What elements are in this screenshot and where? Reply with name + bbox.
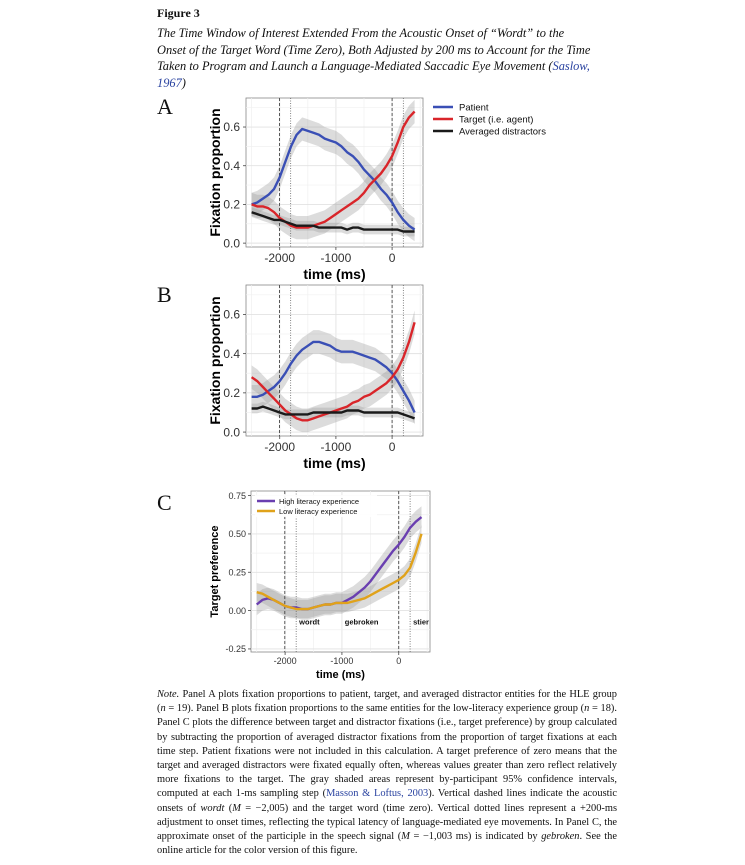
series-line-patient — [251, 340, 416, 414]
figure-title: The Time Window of Interest Extended Fro… — [157, 25, 592, 91]
panel-letter-a: A — [157, 94, 173, 119]
chart-panel-a: -2000 -1000 0 0.0 0.2 0.4 0.6 time (ms) Fixation… — [207, 97, 546, 282]
note-label: Note. — [157, 689, 180, 700]
x-tick-label: -2000 — [264, 251, 295, 265]
series-line-low-literacy-experience — [256, 533, 423, 611]
figure-title-citation-link[interactable]: Saslow, 1967 — [157, 59, 590, 90]
y-tick-label: 0.6 — [223, 308, 240, 322]
y-axis-title: Target preference — [209, 525, 221, 617]
y-tick-label: 0.4 — [223, 159, 240, 173]
figure-note: Note. Panel A plots fixation proportions… — [157, 688, 617, 858]
chart-panel-c: wordt gebroken stier -2000 -1000 0 -0.25 0.00 0.… — [209, 490, 431, 681]
note-n: n — [160, 703, 166, 715]
note-n: n — [584, 703, 590, 715]
charts-canvas: -2000 -1000 0 0.0 0.2 0.4 0.6 time (ms) Fixation… — [207, 97, 546, 681]
figure-title-end: ) — [181, 75, 186, 90]
annotation-label: stier — [413, 617, 429, 626]
legend-label: Target (i.e. agent) — [459, 115, 533, 126]
y-tick-label: 0.0 — [223, 425, 240, 439]
y-axis-title: Fixation proportion — [207, 296, 223, 424]
y-tick-label: 0.4 — [223, 347, 240, 361]
chart-panel-b: -2000 -1000 0 0.0 0.2 0.4 0.6 time (ms) Fixation… — [207, 284, 424, 471]
y-tick-label: 0.6 — [223, 120, 240, 134]
x-axis-title: time (ms) — [316, 669, 365, 681]
note-text: = 18). Panel C plots the difference betw… — [157, 703, 617, 800]
x-tick-label: 0 — [389, 440, 396, 454]
figure-title-text: The Time Window of Interest Extended Fro… — [157, 26, 591, 74]
y-tick-label: -0.25 — [225, 644, 246, 654]
note-citation-link[interactable]: Masson & Loftus, 2003 — [326, 788, 429, 800]
x-tick-label: -1000 — [321, 251, 352, 265]
x-tick-label: -2000 — [264, 440, 295, 454]
ci-band-patient — [251, 117, 415, 242]
series-line-averaged-distractors — [251, 405, 416, 420]
note-m: M — [401, 831, 410, 843]
annotation-label: wordt — [298, 617, 320, 626]
x-axis-title: time (ms) — [303, 455, 365, 471]
note-text: ( — [224, 802, 233, 814]
y-tick-label: 0.2 — [223, 386, 240, 400]
note-text: Panel A plots fixation proportions to pa… — [157, 689, 617, 715]
y-tick-label: 0.25 — [228, 567, 246, 577]
ci-band-target-i-e-agent- — [251, 99, 415, 240]
note-text: ). Vertical dashed lines indicate the ac… — [157, 788, 617, 814]
x-tick-label: -2000 — [274, 656, 297, 666]
note-text: = −2,005) and the target word (time zero… — [157, 802, 618, 843]
y-tick-label: 0.00 — [228, 606, 246, 616]
note-text: . See the online article for the color v… — [157, 831, 617, 857]
ci-band-low-literacy-experience — [256, 524, 422, 619]
note-m: M — [232, 802, 241, 814]
note-wordt: wordt — [200, 802, 225, 814]
y-tick-label: 0.0 — [223, 236, 240, 250]
panel-letter-b: B — [157, 282, 172, 307]
annotation-label: gebroken — [345, 617, 379, 626]
legend-label: Patient — [459, 103, 489, 114]
y-tick-label: 0.2 — [223, 198, 240, 212]
legend-label: Low literacy experience — [279, 507, 357, 516]
y-tick-label: 0.75 — [228, 491, 246, 501]
note-text: = −1,003 ms) is indicated by — [409, 831, 542, 843]
x-tick-label: -1000 — [321, 440, 352, 454]
figure-label: Figure 3 — [157, 6, 200, 20]
series-line-averaged-distractors — [251, 211, 415, 233]
x-tick-label: 0 — [389, 251, 396, 265]
ci-band-patient — [251, 330, 415, 425]
y-axis-title: Fixation proportion — [207, 108, 223, 236]
plot-area — [250, 490, 431, 653]
ci-band-target-i-e-agent- — [251, 310, 415, 433]
legend-label: Averaged distractors — [459, 127, 546, 138]
panel-letter-c: C — [157, 490, 172, 515]
x-tick-label: -1000 — [330, 656, 353, 666]
legend-label: High literacy experience — [279, 497, 359, 506]
legend-box — [255, 495, 377, 517]
plot-area — [245, 97, 424, 248]
series-line-target-i-e-agent- — [251, 110, 416, 229]
note-gebroken: gebroken — [541, 831, 580, 843]
x-tick-label: 0 — [396, 656, 401, 666]
series-line-patient — [251, 127, 416, 231]
ci-band-high-literacy-experience — [256, 506, 422, 620]
x-axis-title: time (ms) — [303, 266, 365, 282]
note-text: = 19). Panel B plots fixation proportion… — [165, 703, 585, 715]
y-tick-label: 0.50 — [228, 529, 246, 539]
